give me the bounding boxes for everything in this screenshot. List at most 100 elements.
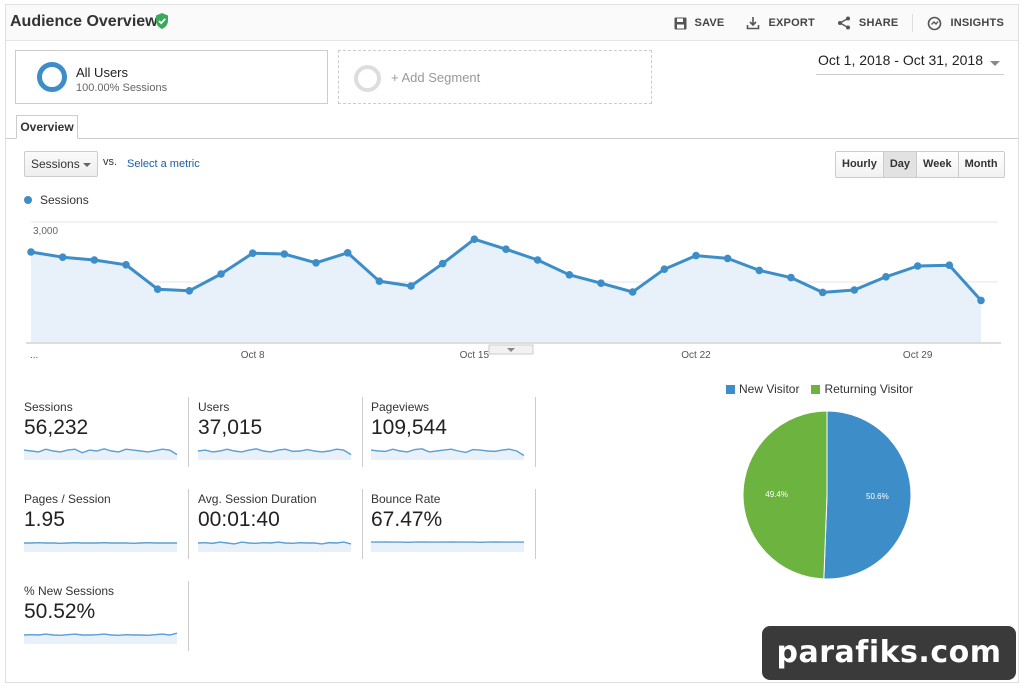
sessions-data-point[interactable] — [27, 248, 35, 256]
segment-all-users[interactable]: All Users 100.00% Sessions — [15, 50, 328, 104]
sessions-data-point[interactable] — [470, 235, 479, 243]
scorecard-label: Users — [198, 400, 230, 414]
sessions-data-point[interactable] — [628, 288, 637, 296]
scorecard-sparkline — [24, 448, 178, 460]
share-icon — [837, 16, 850, 30]
empty-segment-ring-icon — [354, 65, 381, 92]
sessions-data-point[interactable] — [343, 249, 352, 257]
scorecard-sparkline — [24, 541, 177, 552]
scorecard-sparkline — [371, 448, 525, 460]
scorecard[interactable]: % New Sessions 50.52% — [24, 581, 189, 656]
scorecard[interactable]: Users 37,015 — [198, 397, 363, 472]
segment-name: All Users — [76, 65, 129, 80]
scorecard-divider — [362, 489, 363, 559]
sessions-data-point[interactable] — [248, 249, 257, 257]
sessions-data-point[interactable] — [818, 288, 827, 297]
sessions-data-point[interactable] — [90, 256, 99, 264]
sessions-data-point[interactable] — [692, 251, 700, 260]
sessions-data-point[interactable] — [660, 265, 669, 273]
scorecard-label: Pageviews — [371, 400, 430, 414]
pie-slice[interactable] — [823, 411, 911, 579]
sessions-data-point[interactable] — [438, 259, 447, 268]
scorecard-divider — [362, 397, 363, 467]
scorecard-value: 67.47% — [371, 508, 443, 531]
sessions-data-point[interactable] — [787, 273, 795, 282]
sessions-data-point[interactable] — [977, 296, 985, 305]
scorecard-label: Sessions — [24, 400, 73, 414]
sessions-data-point[interactable] — [850, 286, 859, 294]
scorecard-sparkline — [198, 448, 352, 460]
scorecard[interactable]: Avg. Session Duration 00:01:40 — [198, 489, 363, 564]
sparkline-area — [198, 542, 351, 552]
sessions-data-point[interactable] — [312, 259, 320, 267]
pie-slice[interactable] — [743, 411, 828, 579]
sessions-data-point[interactable] — [913, 262, 922, 270]
sessions-data-point[interactable] — [217, 270, 225, 278]
chevron-down-icon — [507, 348, 515, 352]
segment-sessions-share: 100.00% Sessions — [76, 82, 168, 94]
sessions-data-point[interactable] — [755, 266, 764, 275]
share-button[interactable]: SHARE — [837, 16, 899, 30]
sessions-data-point[interactable] — [723, 254, 732, 263]
sessions-data-point[interactable] — [122, 261, 130, 269]
pie-slice-label: 50.6% — [866, 492, 889, 501]
scorecard-sparkline — [371, 541, 524, 552]
sessions-data-point[interactable] — [533, 256, 542, 264]
insights-label: INSIGHTS — [950, 17, 1004, 29]
scorecard-divider — [188, 581, 189, 651]
sessions-data-point[interactable] — [280, 250, 289, 258]
sessions-data-point[interactable] — [945, 261, 954, 269]
sessions-data-point[interactable] — [58, 253, 67, 261]
segment-ring-icon — [37, 62, 67, 92]
scorecard-divider — [188, 397, 189, 467]
export-button[interactable]: EXPORT — [746, 16, 815, 30]
save-button[interactable]: SAVE — [674, 17, 725, 30]
sessions-data-point[interactable] — [375, 277, 384, 285]
scorecard-divider — [188, 489, 189, 559]
header-toolbar: SAVE EXPORT SHARE — [652, 5, 1004, 41]
scorecard-sparkline — [198, 541, 352, 552]
toolbar-divider — [912, 14, 914, 32]
sessions-data-point[interactable] — [502, 245, 510, 253]
granularity-hourly[interactable]: Hourly — [836, 152, 883, 177]
chart-legend: Sessions — [24, 193, 89, 207]
scorecard[interactable]: Sessions 56,232 — [24, 397, 189, 472]
sessions-data-point[interactable] — [153, 285, 162, 293]
watermark-logo: parafiks.com — [762, 626, 1016, 680]
granularity-month[interactable]: Month — [957, 152, 1004, 177]
metric-select[interactable]: Sessions — [24, 151, 98, 177]
pie-legend-returning-visitor[interactable]: Returning Visitor — [811, 382, 913, 396]
scorecard-value: 50.52% — [24, 600, 96, 623]
visitor-type-pie-chart[interactable]: 50.6% 49.4% — [743, 411, 911, 579]
date-range-picker[interactable]: Oct 1, 2018 - Oct 31, 2018 — [816, 49, 1004, 75]
scorecard[interactable]: Pageviews 109,544 — [371, 397, 536, 472]
scorecard-divider — [535, 489, 536, 559]
chevron-down-icon — [83, 163, 91, 167]
sessions-data-point[interactable] — [185, 287, 194, 295]
sessions-data-point[interactable] — [407, 282, 415, 290]
sparkline-area — [24, 633, 177, 644]
scorecard-value: 1.95 — [24, 508, 65, 531]
sessions-data-point[interactable] — [597, 279, 605, 287]
sessions-data-point[interactable] — [882, 273, 890, 281]
granularity-week[interactable]: Week — [916, 152, 958, 177]
x-tick-label: ... — [30, 350, 38, 361]
add-segment-button[interactable]: + Add Segment — [338, 50, 652, 104]
tab-overview[interactable]: Overview — [16, 115, 78, 139]
scorecard-label: Avg. Session Duration — [198, 492, 317, 506]
insights-button[interactable]: INSIGHTS — [927, 16, 1004, 31]
scorecard[interactable]: Bounce Rate 67.47% — [371, 489, 536, 564]
scorecard[interactable]: Pages / Session 1.95 — [24, 489, 189, 564]
x-tick-label: Oct 29 — [903, 350, 933, 361]
vs-label: vs. — [103, 156, 118, 168]
sparkline-line — [24, 448, 178, 456]
sessions-data-point[interactable] — [565, 271, 574, 279]
granularity-day[interactable]: Day — [882, 152, 917, 177]
scorecard-value: 109,544 — [371, 416, 447, 439]
sparkline-line — [24, 541, 177, 545]
pie-legend-new-visitor[interactable]: New Visitor — [726, 382, 799, 396]
select-metric-link[interactable]: Select a metric — [127, 158, 200, 170]
page-header: Audience Overview SAVE EXPORT — [6, 5, 1018, 41]
sparkline-line — [198, 541, 352, 545]
